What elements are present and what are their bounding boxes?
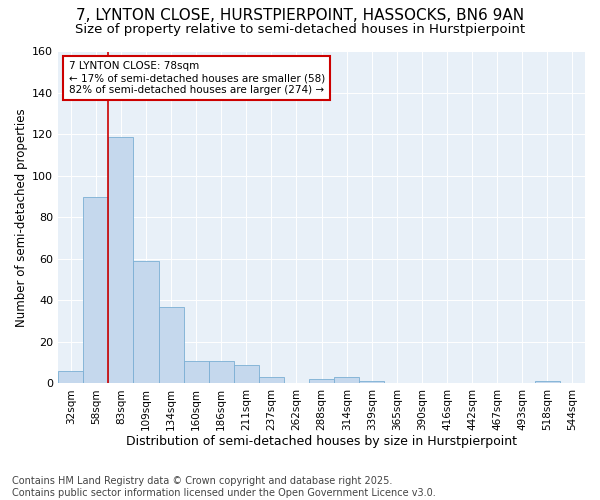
Bar — [259, 377, 284, 384]
Bar — [83, 196, 109, 384]
Bar — [535, 382, 560, 384]
Bar — [309, 379, 334, 384]
Bar — [133, 261, 158, 384]
Bar — [58, 371, 83, 384]
Text: Size of property relative to semi-detached houses in Hurstpierpoint: Size of property relative to semi-detach… — [75, 22, 525, 36]
Bar — [234, 364, 259, 384]
Y-axis label: Number of semi-detached properties: Number of semi-detached properties — [15, 108, 28, 326]
Bar — [109, 136, 133, 384]
Bar — [209, 360, 234, 384]
X-axis label: Distribution of semi-detached houses by size in Hurstpierpoint: Distribution of semi-detached houses by … — [126, 434, 517, 448]
Bar — [158, 306, 184, 384]
Text: 7 LYNTON CLOSE: 78sqm
← 17% of semi-detached houses are smaller (58)
82% of semi: 7 LYNTON CLOSE: 78sqm ← 17% of semi-deta… — [68, 62, 325, 94]
Text: 7, LYNTON CLOSE, HURSTPIERPOINT, HASSOCKS, BN6 9AN: 7, LYNTON CLOSE, HURSTPIERPOINT, HASSOCK… — [76, 8, 524, 22]
Bar — [184, 360, 209, 384]
Bar — [334, 377, 359, 384]
Bar — [359, 382, 384, 384]
Text: Contains HM Land Registry data © Crown copyright and database right 2025.
Contai: Contains HM Land Registry data © Crown c… — [12, 476, 436, 498]
